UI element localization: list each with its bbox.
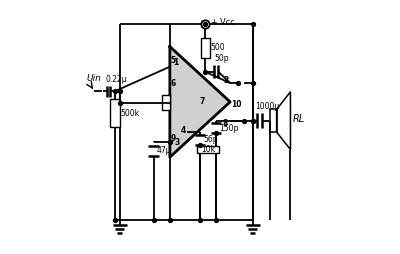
Bar (110, 99, 120, 127)
Text: 2: 2 (224, 76, 229, 85)
Text: Uin: Uin (87, 74, 102, 83)
Text: 1000μ: 1000μ (255, 102, 280, 111)
Text: + Vcc: + Vcc (211, 18, 235, 27)
Text: 3: 3 (175, 138, 180, 147)
Text: 5: 5 (170, 56, 176, 65)
Text: 10k: 10k (201, 145, 215, 154)
Bar (162, 96, 170, 110)
Text: 6: 6 (170, 78, 176, 88)
Text: 9: 9 (171, 134, 176, 143)
Text: RL: RL (292, 115, 304, 124)
Text: 1: 1 (174, 58, 179, 68)
Polygon shape (170, 46, 230, 157)
Text: 7: 7 (200, 97, 205, 106)
Bar (198, 146, 219, 153)
Text: 500k: 500k (121, 109, 140, 118)
Text: 56p: 56p (203, 135, 218, 144)
Text: 10: 10 (231, 100, 242, 109)
Text: 50p: 50p (214, 54, 229, 63)
Text: 47μ: 47μ (157, 146, 172, 155)
Text: 4: 4 (181, 126, 186, 135)
Text: 500: 500 (210, 43, 225, 52)
Bar (200, 38, 210, 58)
Text: 150p: 150p (220, 124, 239, 133)
Bar (270, 109, 277, 132)
Text: 8: 8 (223, 119, 228, 128)
Text: 0.22μ: 0.22μ (105, 75, 127, 84)
